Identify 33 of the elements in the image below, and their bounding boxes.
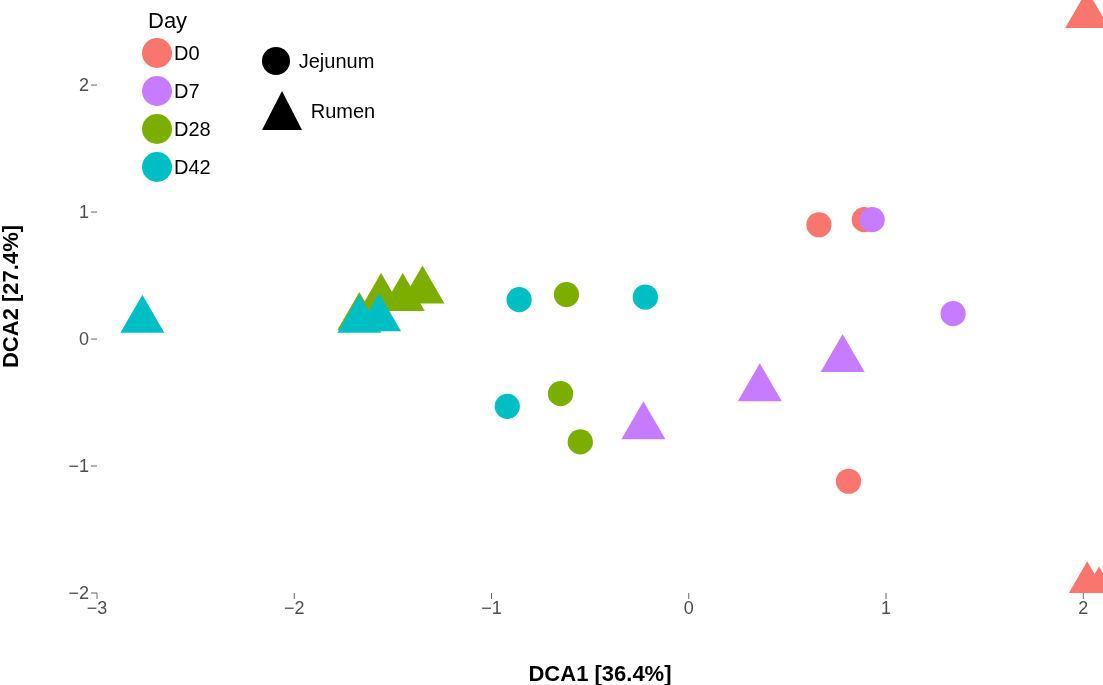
point bbox=[940, 301, 966, 327]
annotation: Jejunum bbox=[298, 49, 375, 73]
annotation: Rumen bbox=[310, 99, 376, 123]
point bbox=[621, 401, 666, 440]
point bbox=[859, 207, 885, 233]
legend-label: D42 bbox=[174, 155, 211, 179]
x-tick-label: 0 bbox=[683, 597, 694, 618]
point bbox=[632, 284, 658, 310]
point bbox=[806, 212, 832, 238]
point bbox=[547, 381, 574, 407]
x-tick-label: 1 bbox=[881, 597, 892, 618]
point bbox=[553, 282, 580, 308]
y-tick-label: 0 bbox=[78, 329, 89, 350]
y-tick-label: −2 bbox=[68, 583, 89, 604]
x-tick-label: −2 bbox=[283, 597, 305, 618]
x-tick-label: 2 bbox=[1078, 597, 1089, 618]
x-axis-title: DCA1 [36.4%] bbox=[528, 661, 672, 685]
y-tick-label: 1 bbox=[78, 202, 89, 223]
point bbox=[494, 393, 520, 419]
point bbox=[567, 429, 593, 455]
y-tick-label: −1 bbox=[68, 456, 89, 477]
point bbox=[506, 287, 532, 313]
point bbox=[120, 294, 165, 333]
point bbox=[737, 363, 782, 402]
legend-label: D28 bbox=[174, 117, 211, 141]
legend-label: D7 bbox=[174, 79, 200, 103]
y-tick-label: 2 bbox=[78, 75, 89, 96]
legend-title: Day bbox=[148, 8, 189, 34]
x-tick-label: −1 bbox=[481, 597, 502, 618]
point bbox=[835, 468, 862, 494]
y-axis-title: DCA2 [27.4%] bbox=[0, 224, 23, 369]
legend-label: D0 bbox=[174, 41, 200, 65]
point bbox=[820, 334, 865, 373]
